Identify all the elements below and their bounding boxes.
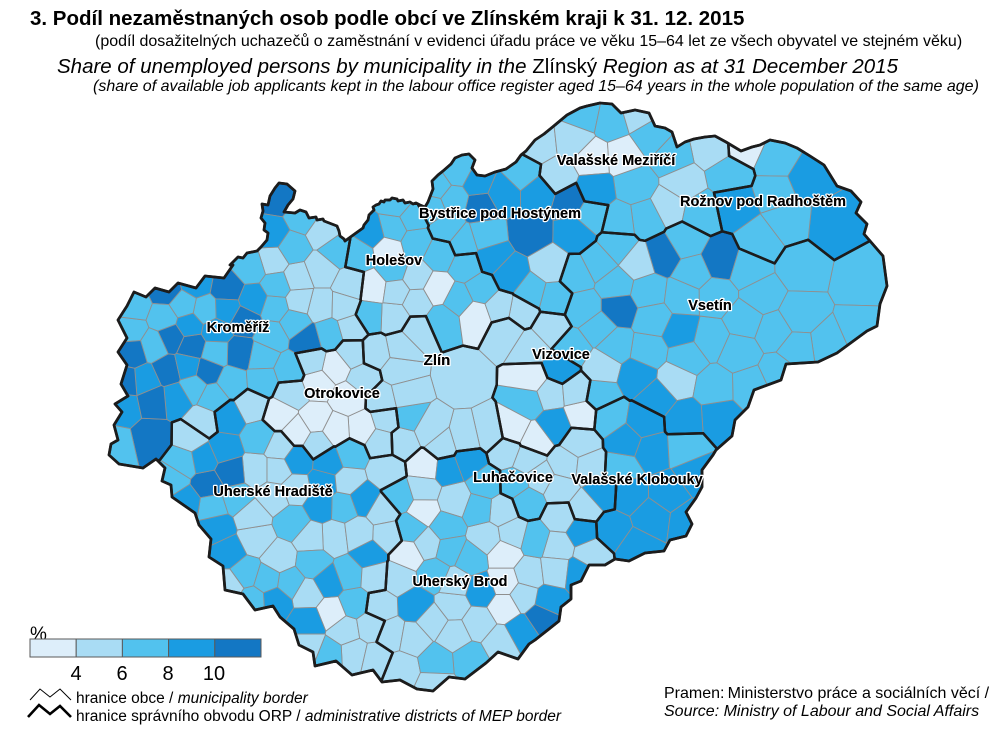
svg-text:Bystřice pod Hostýnem: Bystřice pod Hostýnem <box>419 206 581 222</box>
svg-text:Rožnov pod Radhoštěm: Rožnov pod Radhoštěm <box>680 194 846 210</box>
svg-text:Valašské Klobouky: Valašské Klobouky <box>571 472 702 488</box>
svg-text:Zlín: Zlín <box>424 352 451 369</box>
svg-text:Uherské Hradiště: Uherské Hradiště <box>213 484 332 500</box>
svg-text:Kroměříž: Kroměříž <box>207 320 270 336</box>
svg-text:Vizovice: Vizovice <box>532 347 590 363</box>
svg-text:Valašské Klobouky: Valašské Klobouky <box>571 472 702 488</box>
svg-text:6: 6 <box>116 663 127 685</box>
svg-text:10: 10 <box>203 663 225 685</box>
svg-text:Vsetín: Vsetín <box>688 298 732 314</box>
svg-text:Uherský Brod: Uherský Brod <box>412 574 507 590</box>
svg-text:Uherský Brod: Uherský Brod <box>412 574 507 590</box>
svg-text:Vizovice: Vizovice <box>532 347 590 363</box>
svg-text:Holešov: Holešov <box>366 253 422 269</box>
svg-text:Zlín: Zlín <box>424 352 451 369</box>
svg-text:Otrokovice: Otrokovice <box>304 386 380 402</box>
svg-text:Vsetín: Vsetín <box>688 298 732 314</box>
svg-text:Valašské Meziříčí: Valašské Meziříčí <box>557 153 676 169</box>
svg-text:hranice správního obvodu ORP /: hranice správního obvodu ORP / administr… <box>76 708 562 725</box>
svg-text:Kroměříž: Kroměříž <box>207 320 270 336</box>
svg-text:hranice obce / municipality bo: hranice obce / municipality border <box>76 690 309 707</box>
svg-text:Bystřice pod Hostýnem: Bystřice pod Hostýnem <box>419 206 581 222</box>
svg-text:Luhačovice: Luhačovice <box>473 470 553 486</box>
svg-text:Rožnov pod Radhoštěm: Rožnov pod Radhoštěm <box>680 194 846 210</box>
svg-text:Source: Ministry of Labour and: Source: Ministry of Labour and Social Af… <box>664 703 979 720</box>
svg-text:Luhačovice: Luhačovice <box>473 470 553 486</box>
svg-text:Valašské Meziříčí: Valašské Meziříčí <box>557 153 676 169</box>
svg-text:Pramen: Ministerstvo práce a s: Pramen: Ministerstvo práce a sociálních … <box>664 685 990 702</box>
svg-text:Holešov: Holešov <box>366 253 422 269</box>
svg-text:4: 4 <box>70 663 81 685</box>
svg-text:Otrokovice: Otrokovice <box>304 386 380 402</box>
svg-text:8: 8 <box>162 663 173 685</box>
svg-text:Uherské Hradiště: Uherské Hradiště <box>213 484 332 500</box>
